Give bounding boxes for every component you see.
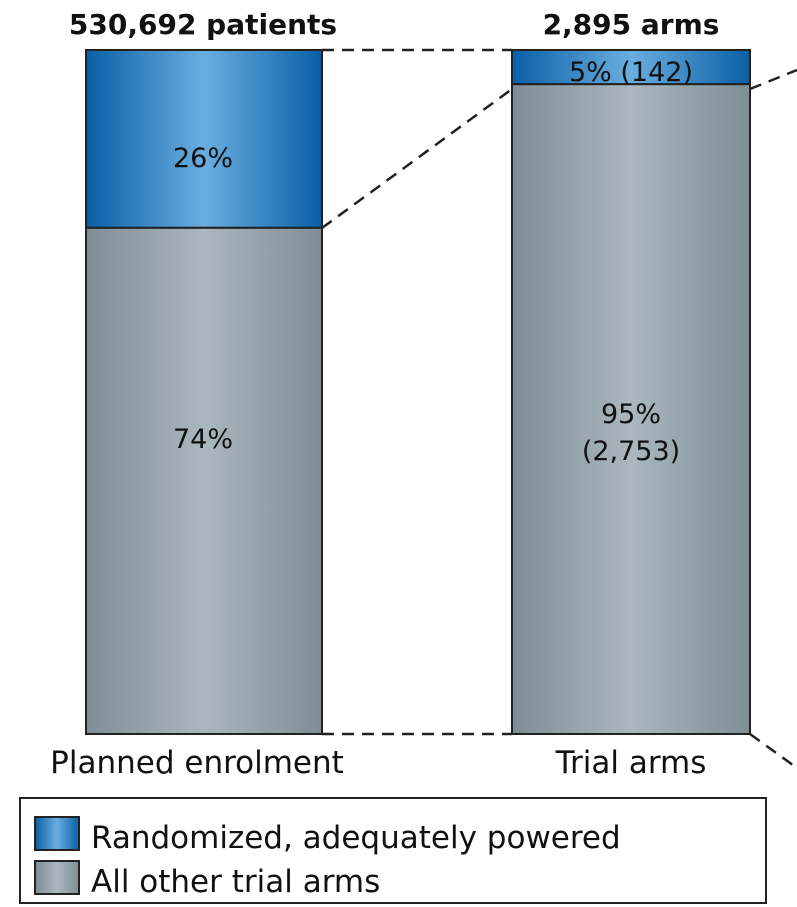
data-label-arms-other-percent: 95% (601, 399, 661, 430)
legend-swatch-other (34, 860, 80, 895)
data-label-planned-other: 74% (173, 424, 233, 455)
bar-trial-arms (511, 49, 751, 735)
bar-total-planned-enrolment: 530,692 patients (69, 8, 337, 41)
data-label-arms-randomized: 5% (142) (569, 57, 693, 88)
connector-out-bottom (749, 732, 797, 770)
bar-segment-arms-other (511, 83, 751, 735)
connector-split (321, 87, 513, 230)
legend: Randomized, adequately powered All other… (19, 797, 767, 904)
legend-swatch-randomized (34, 816, 80, 851)
connector-lines (321, 48, 797, 770)
bar-segment-planned-other (85, 226, 323, 735)
data-label-arms-other-count: (2,753) (582, 436, 680, 467)
bar-segment-planned-randomized (85, 49, 323, 229)
legend-label-randomized: Randomized, adequately powered (91, 820, 621, 856)
category-label-planned-enrolment: Planned enrolment (50, 745, 344, 781)
bar-total-trial-arms: 2,895 arms (543, 8, 720, 41)
data-label-planned-randomized: 26% (173, 143, 233, 174)
legend-label-other: All other trial arms (91, 864, 380, 900)
connector-out-top (749, 68, 797, 91)
legend-box (19, 797, 767, 904)
bar-planned-enrolment (85, 49, 323, 735)
category-label-trial-arms: Trial arms (555, 745, 707, 781)
